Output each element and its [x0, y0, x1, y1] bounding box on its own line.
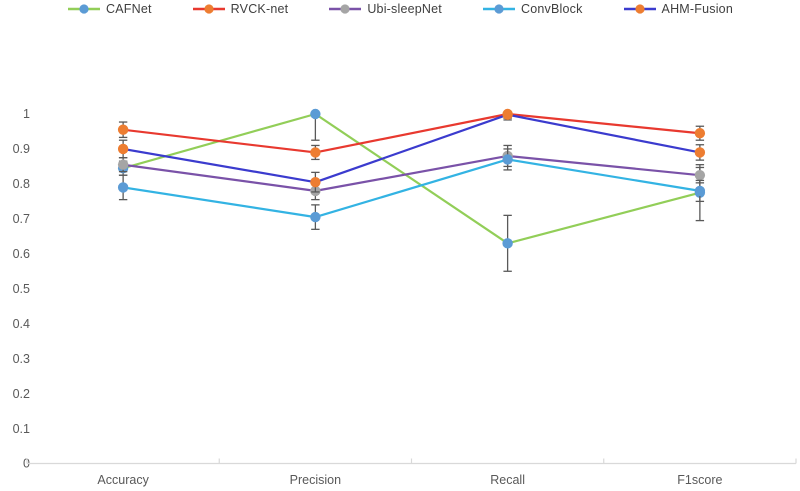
y-axis-label-0.6: 0.6 — [13, 247, 30, 261]
legend-label-CAFNet: CAFNet — [106, 2, 152, 16]
marker-AHM-Fusion-Accuracy — [117, 143, 129, 155]
legend-item-AHM-Fusion: AHM-Fusion — [623, 2, 733, 16]
legend-label-Ubi-sleepNet: Ubi-sleepNet — [367, 2, 442, 16]
marker-RVCK-net-F1score — [694, 128, 706, 139]
x-axis-label-precision: Precision — [290, 473, 341, 487]
x-axis-label-accuracy: Accuracy — [97, 473, 149, 487]
legend-swatch-AHM-Fusion — [623, 4, 656, 14]
legend-label-RVCK-net: RVCK-net — [230, 2, 289, 16]
legend-swatch-RVCK-net — [192, 4, 225, 14]
y-axis-label-0.7: 0.7 — [13, 212, 30, 226]
y-axis-label-0: 0 — [23, 457, 30, 471]
legend-item-ConvBlock: ConvBlock — [482, 2, 583, 16]
marker-ConvBlock-Recall — [502, 154, 513, 165]
legend-swatch-ConvBlock — [482, 4, 515, 14]
y-axis-label-1: 1 — [23, 107, 30, 121]
series-line-RVCK-net — [122, 112, 701, 154]
y-axis-label-0.2: 0.2 — [13, 387, 30, 401]
marker-ConvBlock-Precision — [310, 211, 321, 223]
y-axis-label-0.4: 0.4 — [13, 317, 30, 331]
series-line-Ubi-sleepNet — [122, 154, 701, 192]
legend-label-ConvBlock: ConvBlock — [520, 2, 583, 16]
y-axis-label-0.5: 0.5 — [13, 282, 30, 296]
marker-CAFNet-Precision — [310, 108, 321, 120]
marker-CAFNet-Recall — [502, 238, 513, 249]
y-axis-label-0.9: 0.9 — [13, 142, 30, 156]
legend-swatch-CAFNet — [68, 4, 100, 14]
marker-AHM-Fusion-F1score — [694, 147, 706, 158]
legend-label-AHM-Fusion: AHM-Fusion — [661, 2, 733, 16]
series-line-AHM-Fusion — [122, 113, 701, 184]
marker-Ubi-sleepNet-F1score — [694, 169, 706, 181]
marker-AHM-Fusion-Precision — [310, 176, 321, 188]
y-axis-label-0.3: 0.3 — [13, 352, 30, 366]
legend-item-RVCK-net: RVCK-net — [192, 2, 289, 16]
series-line-ConvBlock — [122, 158, 701, 219]
legend-item-CAFNet: CAFNet — [67, 2, 152, 16]
legend-item-Ubi-sleepNet: Ubi-sleepNet — [328, 2, 442, 16]
legend-swatch-Ubi-sleepNet — [329, 4, 362, 14]
legend: CAFNet RVCK-net Ubi-sleepNet ConvBlock AHM-F… — [0, 2, 800, 16]
x-axis-label-recall: Recall — [490, 473, 525, 487]
marker-RVCK-net-Accuracy — [117, 124, 129, 135]
x-axis-label-f1score: F1score — [677, 473, 722, 487]
marker-RVCK-net-Precision — [310, 147, 321, 158]
y-axis-label-0.8: 0.8 — [13, 177, 30, 191]
y-axis-label-0.1: 0.1 — [13, 422, 30, 436]
marker-Ubi-sleepNet-Accuracy — [117, 159, 129, 170]
marker-AHM-Fusion-Recall — [502, 109, 513, 120]
marker-ConvBlock-Accuracy — [117, 182, 129, 193]
marker-ConvBlock-F1score — [694, 185, 706, 197]
